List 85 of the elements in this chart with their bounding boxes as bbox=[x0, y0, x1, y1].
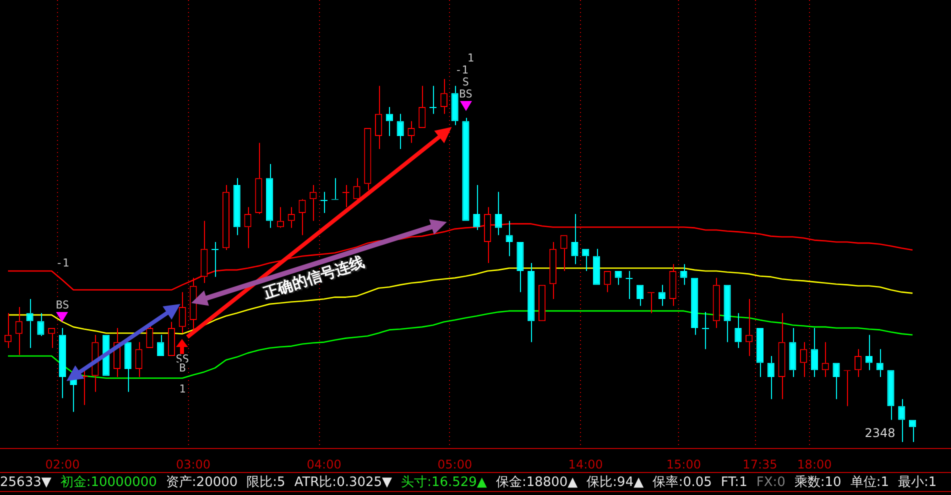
candlestick bbox=[571, 214, 578, 265]
candlestick bbox=[26, 298, 34, 348]
candlestick bbox=[386, 106, 393, 136]
text: 资产:20000 bbox=[166, 474, 238, 491]
candlestick bbox=[298, 200, 306, 236]
candlestick bbox=[909, 420, 916, 442]
text: 初金:10000000 bbox=[60, 474, 157, 491]
annotation: BS bbox=[459, 88, 472, 100]
candlestick bbox=[124, 342, 132, 392]
candlestick bbox=[604, 271, 611, 293]
candlestick bbox=[582, 248, 590, 272]
candlestick bbox=[800, 342, 808, 378]
candlestick bbox=[418, 85, 426, 128]
text: ATR比:0.3025▼ bbox=[294, 474, 392, 491]
annotation: 正确的信号连线 bbox=[261, 252, 367, 304]
candlestick bbox=[266, 163, 274, 228]
text: 最小:1 bbox=[898, 474, 937, 491]
text: 1 bbox=[467, 52, 474, 64]
candlestick bbox=[364, 128, 372, 191]
annotation: 1 bbox=[179, 382, 186, 396]
candlestick bbox=[473, 184, 480, 231]
text: 保率:0.05 bbox=[652, 474, 712, 491]
candlestick bbox=[58, 328, 66, 399]
candlestick bbox=[233, 178, 240, 236]
candlestick bbox=[244, 206, 252, 249]
text: 单位:1 bbox=[850, 474, 889, 491]
candlestick bbox=[157, 334, 164, 356]
x-tick-label: 03:00 bbox=[176, 457, 211, 472]
annotation: -1 bbox=[56, 256, 70, 270]
candlestick bbox=[636, 284, 644, 306]
candlestick bbox=[832, 362, 840, 400]
candlestick bbox=[702, 312, 710, 350]
candlestick bbox=[516, 242, 524, 293]
candlestick bbox=[756, 328, 764, 378]
x-tick-label: 05:00 bbox=[438, 457, 472, 472]
candlestick bbox=[691, 278, 698, 336]
candlestick bbox=[767, 355, 774, 400]
candlestick bbox=[854, 348, 862, 378]
text: 头寸:16.529▲ bbox=[401, 474, 487, 491]
candlestick bbox=[462, 117, 470, 221]
annotation: B bbox=[179, 362, 186, 374]
candlestick bbox=[887, 370, 894, 420]
x-tick-label: 02:00 bbox=[45, 457, 80, 472]
candlestick bbox=[451, 85, 458, 126]
candlestick bbox=[560, 235, 568, 272]
text: 保比:94▲ bbox=[586, 474, 644, 491]
candlestick bbox=[712, 277, 720, 329]
candlestick bbox=[494, 191, 502, 236]
candlestick bbox=[528, 262, 535, 343]
text: 保金:18800▲ bbox=[496, 474, 578, 491]
annotation: BS bbox=[56, 298, 70, 312]
text: 25633▼ bbox=[0, 474, 52, 490]
candlestick bbox=[15, 306, 22, 356]
candlestick bbox=[178, 292, 186, 334]
x-tick-label: 04:00 bbox=[306, 457, 342, 472]
candlestick bbox=[135, 342, 142, 378]
candlestick bbox=[375, 85, 382, 150]
candlestick bbox=[734, 312, 742, 348]
candlestick bbox=[810, 328, 818, 378]
text: FX:0 bbox=[756, 474, 786, 490]
candlestick bbox=[898, 398, 906, 442]
candlestick bbox=[669, 264, 676, 306]
candlestick bbox=[724, 284, 731, 343]
candlestick bbox=[549, 241, 556, 300]
x-tick-label: 14:00 bbox=[568, 457, 603, 472]
candlestick bbox=[778, 312, 786, 400]
text: FT:1 bbox=[720, 474, 748, 490]
candlestick bbox=[37, 312, 44, 337]
annotation: 2348 bbox=[864, 426, 896, 440]
candlestick bbox=[353, 178, 360, 200]
candlestick bbox=[255, 142, 262, 215]
candlestick bbox=[592, 248, 600, 285]
candlestick bbox=[429, 85, 437, 114]
x-tick-label: 15:00 bbox=[666, 457, 701, 472]
x-tick-label: 17:35 bbox=[742, 457, 778, 472]
text: -1 bbox=[455, 64, 468, 76]
candlestick bbox=[876, 348, 884, 378]
text: 限比:5 bbox=[246, 474, 286, 491]
candlestick bbox=[440, 78, 448, 114]
candlestick bbox=[789, 328, 796, 378]
candlestick bbox=[222, 184, 230, 250]
x-tick-label: 18:00 bbox=[797, 457, 832, 472]
candlestick bbox=[396, 113, 404, 150]
annotation: S bbox=[462, 76, 470, 88]
text: 乘数:10 bbox=[794, 474, 842, 491]
